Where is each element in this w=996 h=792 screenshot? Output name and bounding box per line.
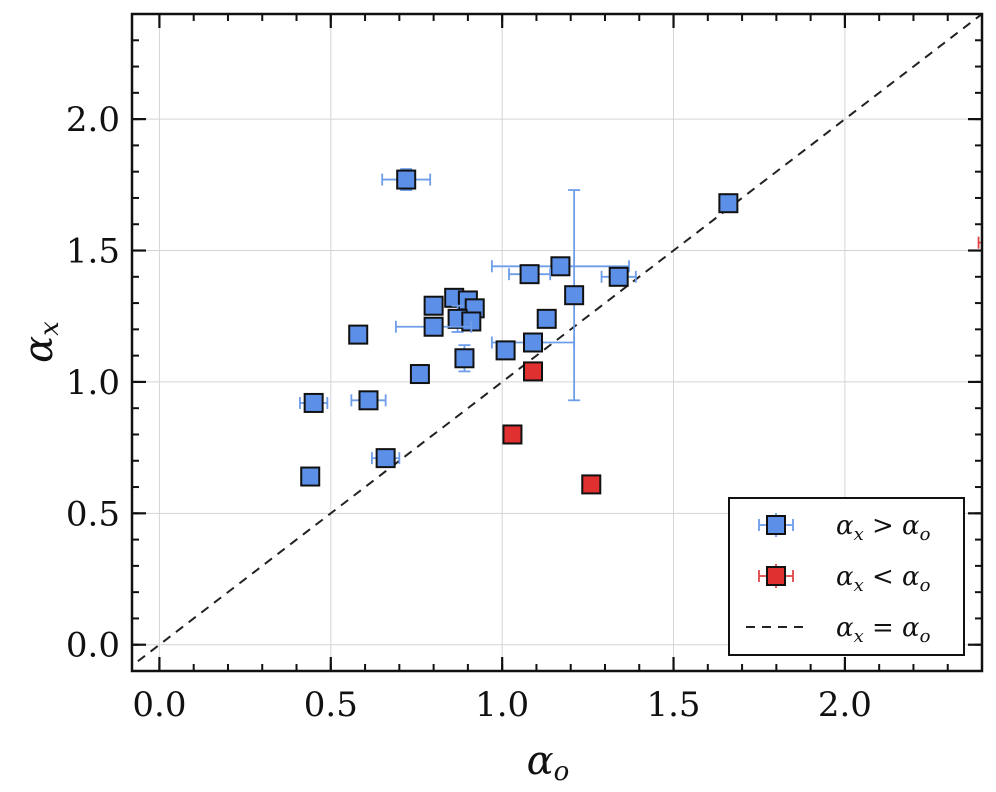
y-tick-label: 0.5 bbox=[66, 494, 120, 534]
identity-line bbox=[132, 14, 982, 668]
data-point-blue bbox=[371, 448, 401, 469]
square-marker bbox=[375, 448, 396, 469]
data-point-blue bbox=[300, 466, 321, 487]
legend-alpha: α bbox=[836, 511, 854, 541]
legend-sub: x bbox=[854, 626, 864, 647]
legend-entry: αx < αo bbox=[758, 562, 931, 596]
data-point-red bbox=[523, 361, 544, 382]
legend-sub: x bbox=[854, 524, 864, 545]
legend-marker bbox=[766, 515, 786, 535]
legend-alpha: α bbox=[902, 613, 920, 643]
square-marker bbox=[718, 193, 739, 214]
grid bbox=[132, 14, 982, 671]
data-point-blue bbox=[299, 392, 329, 413]
legend-sub: x bbox=[854, 575, 864, 596]
data-point-blue bbox=[348, 324, 369, 345]
legend-entry: αx > αo bbox=[758, 511, 931, 545]
legend-marker bbox=[766, 566, 786, 586]
data-point-red bbox=[977, 234, 996, 252]
square-marker bbox=[396, 169, 417, 190]
legend-entry: αx = αo bbox=[746, 613, 931, 647]
y-axis-label: αx bbox=[16, 321, 65, 363]
square-marker bbox=[502, 424, 523, 445]
identity-line-layer bbox=[132, 14, 982, 668]
x-tick-label: 0.5 bbox=[304, 685, 358, 725]
legend-label: αx < αo bbox=[836, 562, 931, 596]
data-point-blue bbox=[718, 193, 739, 214]
y-axis-label-sub: x bbox=[35, 321, 65, 336]
square-marker bbox=[550, 256, 571, 277]
plot-frame bbox=[130, 12, 984, 673]
legend-alpha: α bbox=[836, 562, 854, 592]
data-point-red bbox=[581, 474, 602, 495]
square-marker bbox=[423, 295, 444, 316]
x-tick-label: 2.0 bbox=[818, 685, 872, 725]
square-marker bbox=[454, 348, 475, 369]
data-point-red bbox=[502, 424, 523, 445]
legend-operator: > bbox=[864, 511, 902, 541]
square-marker bbox=[423, 316, 444, 337]
legend-label: αx = αo bbox=[836, 613, 931, 647]
data-point-blue bbox=[564, 189, 585, 402]
legend-sub: o bbox=[920, 626, 931, 647]
square-marker bbox=[358, 390, 379, 411]
x-tick-label: 0.0 bbox=[132, 685, 186, 725]
data-points bbox=[299, 168, 996, 495]
square-marker bbox=[348, 324, 369, 345]
x-tick-label: 1.5 bbox=[646, 685, 700, 725]
legend-operator: = bbox=[864, 613, 902, 643]
y-tick-label: 1.5 bbox=[66, 232, 120, 272]
square-marker bbox=[523, 361, 544, 382]
data-point-blue bbox=[495, 340, 516, 361]
data-point-blue bbox=[395, 316, 473, 337]
data-point-blue bbox=[381, 168, 432, 191]
data-point-blue bbox=[600, 266, 637, 287]
square-marker bbox=[564, 285, 585, 306]
y-tick-label: 1.0 bbox=[66, 363, 120, 403]
x-axis-label-sub: o bbox=[554, 757, 570, 787]
square-marker bbox=[536, 308, 557, 329]
legend-operator: < bbox=[864, 562, 902, 592]
square-marker bbox=[608, 266, 629, 287]
square-marker bbox=[495, 340, 516, 361]
legend-label: αx > αo bbox=[836, 511, 931, 545]
legend-sub: o bbox=[920, 524, 931, 545]
legend-alpha: α bbox=[902, 511, 920, 541]
x-axis-label: αo bbox=[527, 738, 570, 787]
data-point-blue bbox=[536, 308, 557, 329]
legend-alpha: α bbox=[836, 613, 854, 643]
square-marker bbox=[303, 392, 324, 413]
legend-alpha: α bbox=[902, 562, 920, 592]
square-marker bbox=[523, 332, 544, 353]
data-point-blue bbox=[350, 390, 387, 411]
square-marker bbox=[300, 466, 321, 487]
legend-sub: o bbox=[920, 575, 931, 596]
data-point-blue bbox=[423, 295, 444, 316]
y-tick-label: 0.0 bbox=[66, 626, 120, 666]
square-marker bbox=[519, 264, 540, 285]
data-point-blue bbox=[508, 264, 552, 285]
square-marker bbox=[409, 364, 430, 385]
square-marker bbox=[987, 234, 996, 252]
square-marker bbox=[581, 474, 602, 495]
data-point-blue bbox=[490, 256, 630, 277]
y-tick-label: 2.0 bbox=[66, 100, 120, 140]
x-tick-label: 1.0 bbox=[475, 685, 529, 725]
data-point-blue bbox=[454, 344, 475, 373]
data-point-blue bbox=[409, 364, 430, 385]
